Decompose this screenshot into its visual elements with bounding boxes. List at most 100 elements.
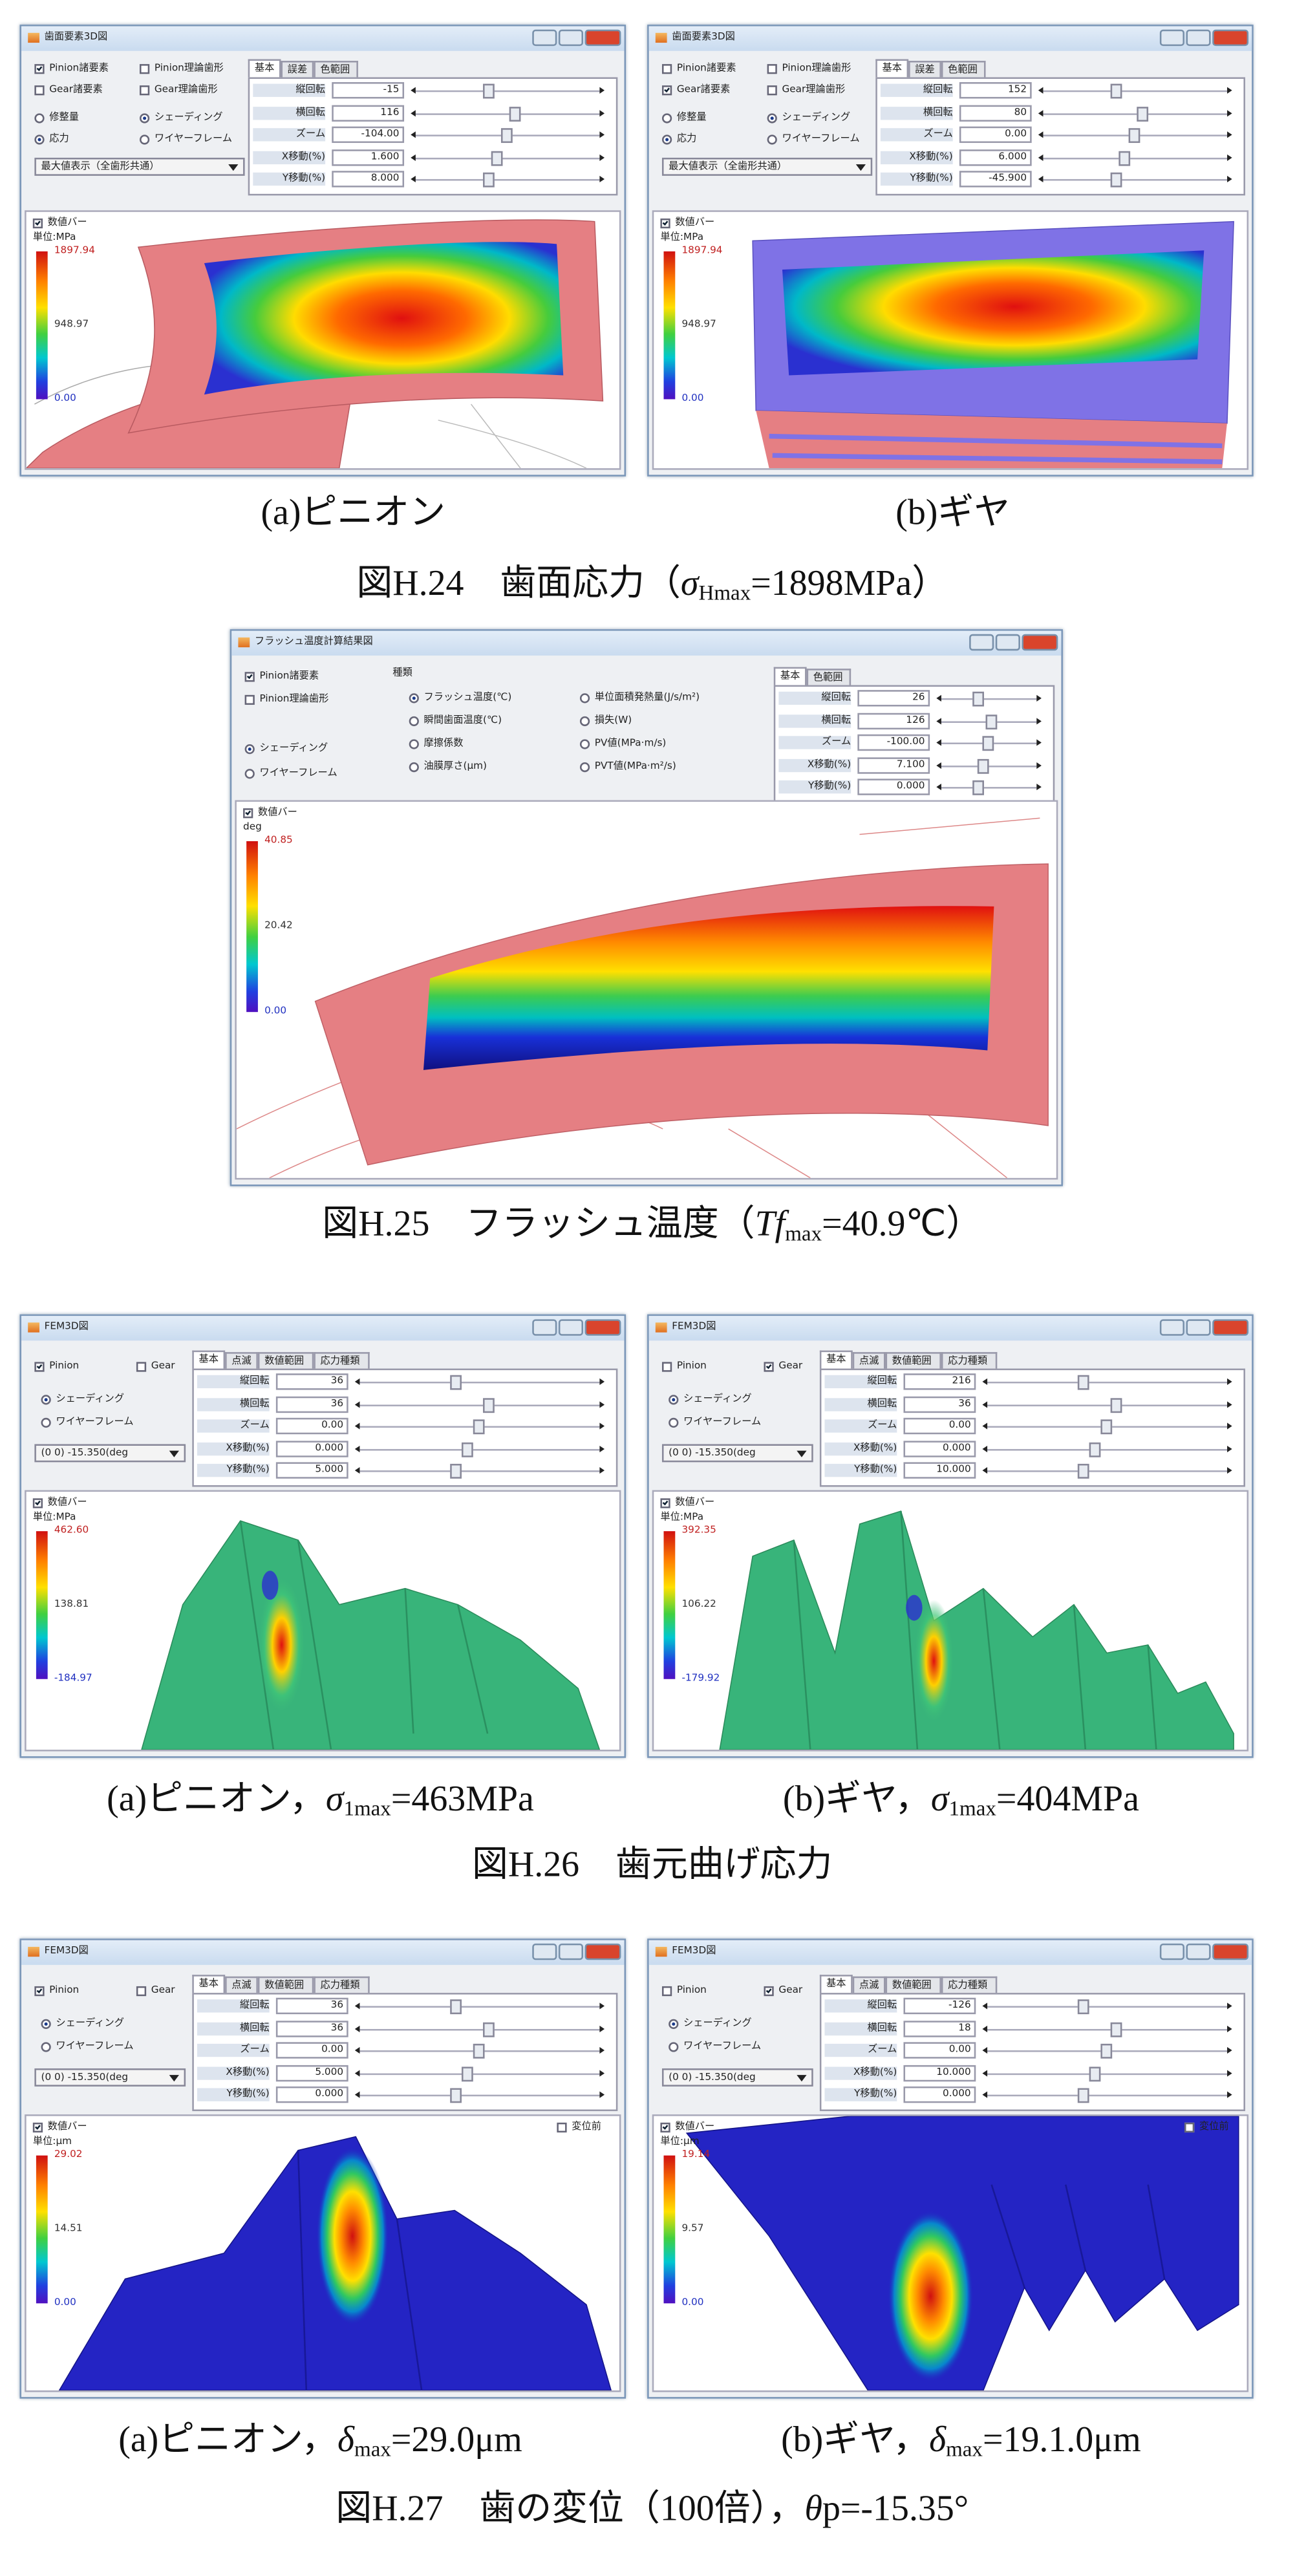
caption-text: 歯面応力（: [500, 561, 681, 603]
checkbox: [34, 1362, 45, 1372]
slider-track: [414, 113, 600, 114]
caption-symbol: θ: [804, 2487, 822, 2529]
slider-right: [1036, 761, 1042, 768]
close-button: [1212, 1319, 1249, 1336]
slider-track: [414, 156, 600, 159]
slider-right: [1227, 1401, 1232, 1408]
param-value: 36: [275, 1997, 348, 2015]
param-name: 横回転: [197, 2021, 270, 2035]
scale-label: 0.00: [54, 392, 76, 405]
radio-dot: [665, 138, 669, 142]
radio: [661, 134, 672, 145]
caption-text: (b)ギヤ，: [782, 1777, 931, 1819]
render-area: 数値バー 単位:MPa 1897.94 948.97 0.00: [652, 210, 1249, 470]
tab-label: 誤差: [915, 64, 935, 76]
title-bar: フラッシュ温度計算結果図: [231, 630, 1062, 656]
render-area: 数値バー 単位:MPa 392.35 106.22 -179.92: [652, 1490, 1249, 1752]
slider-thumb: [1076, 1375, 1089, 1390]
slider-left: [936, 761, 941, 768]
check-label: Gear諸要素: [676, 83, 731, 96]
checkbox: [139, 64, 150, 74]
check-mark: [662, 219, 669, 226]
scale-label: 20.42: [264, 919, 293, 932]
slider-left: [936, 739, 941, 746]
slider-track: [985, 2028, 1228, 2030]
slider-track: [939, 698, 1037, 700]
window-button: [969, 634, 994, 651]
slider-thumb: [509, 105, 520, 121]
slider-track: [358, 2072, 600, 2074]
caption-symbol: δ: [337, 2418, 354, 2460]
caption-label: 図H.24: [356, 561, 464, 603]
caption-rest: =404MPa: [996, 1777, 1139, 1819]
close-button: [584, 1319, 621, 1336]
tab: 点滅: [225, 1352, 258, 1371]
subcaption: (a)ピニオン，σ1max=463MPa: [0, 1777, 813, 1830]
radio: [34, 134, 45, 145]
radio-dot: [44, 1398, 48, 1402]
param-value: -126: [903, 1997, 976, 2015]
caption-symbol: σ: [930, 1777, 949, 1819]
caption-text: 歯の変位（100倍），: [479, 2487, 805, 2529]
option-label: 修整量: [49, 111, 80, 123]
radio: [767, 113, 777, 123]
slider-track: [1041, 113, 1228, 114]
extra-check-label: 変位前: [1199, 2121, 1229, 2133]
param-value: 216: [903, 1373, 976, 1390]
param-value: 0.000: [275, 2086, 348, 2103]
window: FEM3D図 Pinion Gear シェーディング ワイヤーフレーム (0 0) -15…: [647, 1938, 1254, 2399]
tab-label: 基本: [826, 1353, 846, 1366]
radio: [669, 2019, 679, 2029]
slider-thumb: [1111, 2021, 1123, 2037]
figure-caption: 図H.26 歯元曲げ応力: [159, 1843, 1145, 1886]
check-label: Gear: [151, 1360, 175, 1372]
radio: [669, 1395, 679, 1405]
dropdown: (0 0) -15.350(deg: [34, 2068, 186, 2087]
tab: 基本: [192, 1350, 226, 1369]
slider-left: [936, 717, 941, 724]
slider-track: [358, 1381, 600, 1384]
check-mark: [765, 1987, 772, 1993]
param-name: Y移動(%): [253, 172, 326, 186]
radio: [34, 113, 45, 123]
slider-right: [599, 2046, 605, 2054]
caption-symbol: Tf: [755, 1202, 786, 1244]
checkbox: [136, 1362, 147, 1372]
param-name: 縦回転: [253, 83, 326, 97]
window-button: [532, 29, 557, 47]
check-label: Pinion理論歯形: [259, 693, 329, 705]
slider-right: [599, 131, 605, 138]
slider-thumb: [1111, 1397, 1123, 1412]
slider-left: [411, 175, 416, 183]
param-name: ズーム: [778, 736, 851, 749]
scale-label: 29.02: [54, 2149, 83, 2161]
tab-label: 色範囲: [813, 672, 843, 684]
option-label: PVT値(MPa·m²/s): [594, 760, 676, 773]
slider-track: [358, 1470, 600, 1472]
tab: 誤差: [281, 61, 314, 79]
radio-dot: [672, 1398, 676, 1402]
param-value: 0.000: [903, 2086, 976, 2103]
slider-left: [982, 2046, 988, 2054]
check-label: Pinion諸要素: [49, 62, 109, 74]
render-area: 数値バー deg 40.85 20.42 0.00: [235, 800, 1058, 1180]
scale-label: 9.57: [681, 2222, 704, 2235]
tab-label: 応力種類: [320, 1979, 360, 1991]
param-value: 152: [959, 82, 1032, 99]
title-bar: FEM3D図: [648, 1316, 1252, 1341]
slider-track: [358, 1404, 600, 1406]
window-button: [1186, 1943, 1211, 1960]
option-label: シェーディング: [683, 2017, 752, 2029]
slider-track: [985, 1448, 1228, 1450]
unit-label: 単位:MPa: [32, 1511, 76, 1523]
dropdown-text: (0 0) -15.350(deg: [669, 2072, 756, 2083]
tab: 応力種類: [314, 1976, 370, 1995]
option-label: シェーディング: [56, 1393, 125, 1405]
check-label: Pinion: [49, 1984, 80, 1997]
tab: 色範囲: [941, 61, 986, 79]
title-bar: FEM3D図: [21, 1316, 625, 1341]
tab: 応力種類: [941, 1352, 998, 1371]
caption-symbol: σ: [325, 1777, 344, 1819]
slider-thumb: [1119, 150, 1131, 166]
param-value: 116: [332, 104, 405, 121]
